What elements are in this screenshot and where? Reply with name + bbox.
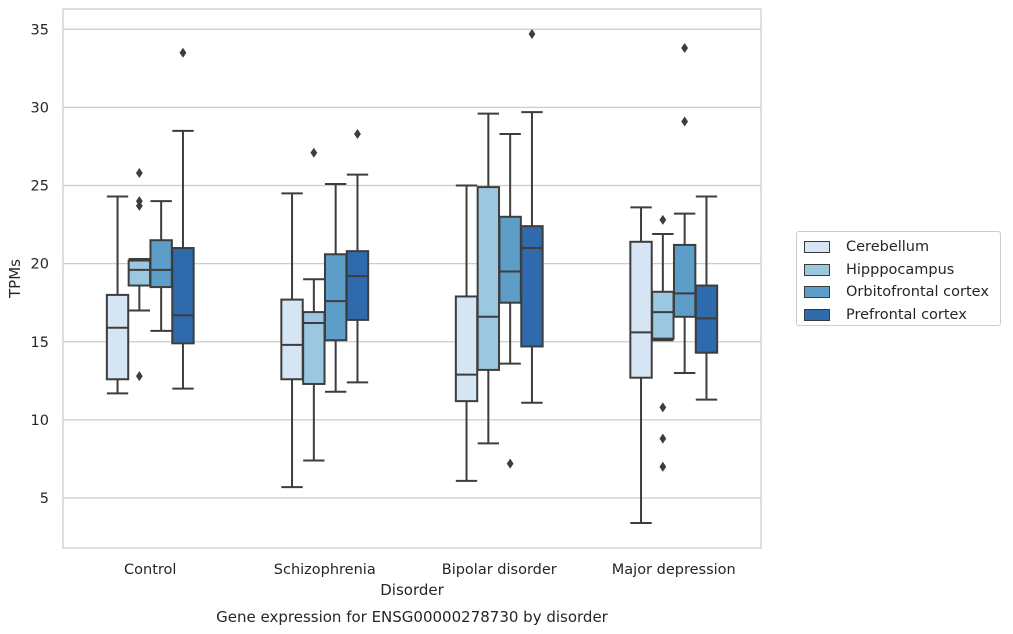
x-axis-label: Disorder	[380, 581, 444, 599]
box-iqr	[105, 293, 130, 381]
box-cerebellum	[280, 192, 304, 489]
box-iqr	[651, 290, 675, 340]
y-tick-label: 10	[31, 413, 49, 429]
box-prefrontal-cortex	[520, 28, 544, 404]
outlier-point	[135, 168, 143, 179]
box-iqr	[171, 247, 195, 345]
box-iqr	[629, 240, 653, 379]
legend-item: Cerebellum	[804, 236, 1000, 259]
box-iqr	[127, 259, 152, 287]
outlier-point	[528, 28, 536, 39]
box-hipppocampus	[476, 112, 501, 445]
outlier-point	[135, 371, 143, 382]
box-iqr	[280, 298, 304, 381]
box-prefrontal-cortex	[345, 128, 370, 384]
box-iqr	[302, 311, 326, 385]
box-cerebellum	[629, 206, 653, 525]
box-orbitofrontal-cortex	[672, 43, 697, 375]
outlier-point	[506, 458, 514, 469]
legend-item: Prefrontal cortex	[804, 304, 1000, 327]
legend-label: Hipppocampus	[846, 261, 955, 278]
box-iqr	[454, 295, 479, 403]
legend-swatch	[804, 263, 830, 276]
y-tick-label: 25	[31, 179, 49, 195]
box-orbitofrontal-cortex	[323, 182, 348, 393]
y-axis-ticks: 5 10 15 20 25 30 35	[31, 22, 49, 507]
outlier-point	[310, 147, 318, 158]
legend-swatch	[804, 308, 830, 321]
outlier-point	[354, 128, 361, 139]
box-iqr	[672, 243, 697, 318]
y-tick-label: 15	[31, 335, 49, 351]
outlier-point	[681, 116, 689, 127]
plot-area-frame	[62, 8, 762, 549]
box-hipppocampus	[651, 214, 675, 472]
outlier-point	[135, 200, 143, 211]
legend: Cerebellum Hipppocampus Orbitofrontal cort…	[796, 231, 1001, 326]
legend-label: Prefrontal cortex	[846, 306, 967, 323]
y-tick-label: 5	[40, 491, 49, 507]
outlier-point	[659, 433, 667, 444]
x-tick-label: Control	[124, 562, 176, 578]
chart-title: Gene expression for ENSG00000278730 by d…	[216, 608, 609, 626]
legend-item: Orbitofrontal cortex	[804, 281, 1000, 304]
box-iqr	[323, 253, 348, 342]
y-tick-label: 20	[31, 257, 49, 273]
box-orbitofrontal-cortex	[149, 200, 173, 332]
legend-swatch	[804, 286, 830, 299]
box-iqr	[345, 250, 370, 321]
outlier-point	[659, 461, 667, 472]
box-prefrontal-cortex	[694, 195, 719, 401]
boxes	[105, 28, 719, 525]
box-iqr	[498, 215, 522, 304]
box-iqr	[520, 225, 544, 348]
box-cerebellum	[454, 184, 479, 482]
outlier-point	[681, 43, 689, 54]
box-hipppocampus	[302, 147, 326, 462]
box-iqr	[149, 239, 173, 289]
box-hipppocampus	[127, 168, 152, 382]
y-tick-label: 30	[31, 100, 49, 116]
legend-label: Orbitofrontal cortex	[846, 284, 989, 301]
outlier-point	[659, 214, 667, 225]
x-tick-label: Bipolar disorder	[442, 562, 557, 578]
box-prefrontal-cortex	[171, 47, 195, 390]
box-orbitofrontal-cortex	[498, 132, 522, 469]
x-axis-ticks: Control Schizophrenia Bipolar disorder Majo…	[124, 562, 736, 578]
x-tick-label: Schizophrenia	[274, 562, 376, 578]
x-tick-label: Major depression	[612, 562, 736, 578]
box-cerebellum	[105, 195, 130, 395]
legend-label: Cerebellum	[846, 239, 930, 256]
outlier-point	[179, 47, 187, 58]
box-iqr	[476, 186, 501, 371]
y-axis-label: TPMs	[6, 259, 24, 299]
y-tick-label: 35	[31, 22, 49, 38]
outlier-point	[659, 402, 667, 413]
legend-item: Hipppocampus	[804, 259, 1000, 282]
legend-swatch	[804, 241, 830, 254]
